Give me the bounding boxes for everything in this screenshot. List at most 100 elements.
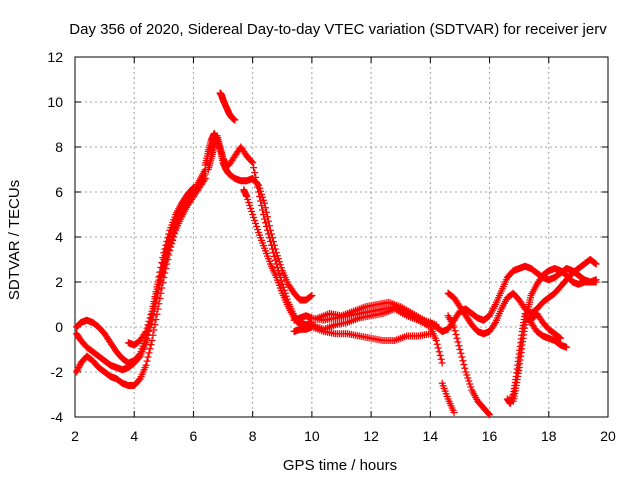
data-point	[271, 256, 279, 264]
data-point	[162, 265, 170, 272]
data-point	[266, 238, 274, 245]
data-point	[155, 273, 163, 281]
data-point	[147, 311, 155, 319]
data-point	[142, 339, 150, 347]
data-point	[268, 245, 276, 253]
chart-title: Day 356 of 2020, Sidereal Day-to-day VTE…	[69, 21, 607, 38]
x-tick-label: 16	[482, 428, 498, 444]
data-point	[455, 342, 463, 350]
x-tick-label: 8	[249, 428, 257, 444]
data-point	[461, 364, 469, 372]
data-point	[433, 340, 441, 348]
data-point	[154, 278, 162, 286]
data-point	[263, 226, 271, 234]
data-point	[450, 409, 458, 416]
data-point	[141, 329, 149, 337]
series-track-11	[296, 323, 434, 344]
data-point	[308, 292, 316, 299]
data-point	[563, 343, 571, 351]
y-tick-label: 0	[55, 319, 63, 335]
x-tick-label: 20	[600, 428, 616, 444]
data-point	[466, 380, 474, 388]
data-point	[307, 292, 315, 300]
data-point	[158, 284, 166, 292]
data-point	[188, 185, 196, 193]
data-point	[253, 223, 261, 230]
data-point	[163, 260, 171, 268]
data-point	[163, 238, 171, 245]
data-point	[454, 338, 462, 346]
data-point	[435, 348, 443, 356]
data-point	[189, 184, 197, 191]
data-point	[165, 230, 173, 238]
data-point	[434, 344, 442, 352]
series-track-19	[527, 310, 565, 342]
data-point	[557, 334, 565, 342]
data-point	[243, 193, 251, 200]
data-point	[153, 283, 161, 291]
data-point	[592, 260, 600, 268]
data-point	[156, 268, 164, 276]
data-point	[272, 260, 280, 268]
data-point	[432, 337, 440, 344]
data-point	[250, 164, 258, 172]
data-point	[592, 276, 600, 284]
data-point	[166, 247, 174, 254]
data-point	[251, 169, 259, 176]
x-tick-label: 4	[130, 428, 138, 444]
data-point	[254, 226, 262, 233]
y-tick-label: 4	[55, 229, 63, 245]
y-tick-label: -2	[51, 364, 64, 380]
x-tick-labels: 2 4 6 8 10 12 14 16 18 20	[71, 428, 616, 444]
data-point	[463, 371, 471, 379]
data-point	[145, 317, 153, 325]
data-point	[147, 341, 155, 349]
data-point	[146, 345, 154, 353]
data-point	[75, 364, 83, 371]
data-point	[248, 158, 256, 166]
data-point	[164, 234, 172, 242]
data-point	[149, 302, 157, 310]
data-point	[485, 410, 493, 418]
series-track-3	[72, 175, 209, 389]
data-point	[167, 243, 175, 251]
data-point	[149, 331, 157, 339]
data-point	[467, 383, 475, 391]
data-point	[459, 357, 467, 365]
x-tick-label: 12	[363, 428, 379, 444]
data-point	[426, 330, 434, 338]
data-point	[142, 328, 150, 335]
x-tick-label: 14	[423, 428, 439, 444]
x-tick-label: 6	[190, 428, 198, 444]
data-point	[144, 353, 152, 361]
data-point	[591, 259, 599, 267]
data-point	[72, 368, 80, 376]
data-point	[269, 249, 277, 257]
data-point	[75, 362, 83, 370]
data-point	[267, 241, 275, 249]
x-axis-label: GPS time / hours	[283, 457, 397, 474]
data-point	[254, 183, 262, 191]
data-point	[262, 223, 270, 230]
data-point	[437, 355, 445, 363]
data-point	[260, 211, 268, 218]
data-point	[157, 263, 165, 271]
series-track-7	[216, 89, 239, 124]
data-point	[150, 326, 158, 334]
data-point	[264, 230, 272, 238]
data-point	[453, 334, 461, 342]
series-track-4	[124, 184, 197, 349]
axis-ticks	[74, 56, 609, 418]
data-point	[457, 349, 465, 357]
data-point	[165, 251, 173, 259]
data-point	[246, 202, 254, 209]
series-track-12	[314, 298, 440, 329]
y-tick-label: 10	[47, 94, 63, 110]
data-point	[73, 367, 81, 374]
data-point	[252, 220, 260, 227]
data-point	[248, 208, 256, 215]
data-point	[261, 215, 269, 223]
data-point	[255, 188, 263, 196]
data-point	[253, 178, 261, 186]
